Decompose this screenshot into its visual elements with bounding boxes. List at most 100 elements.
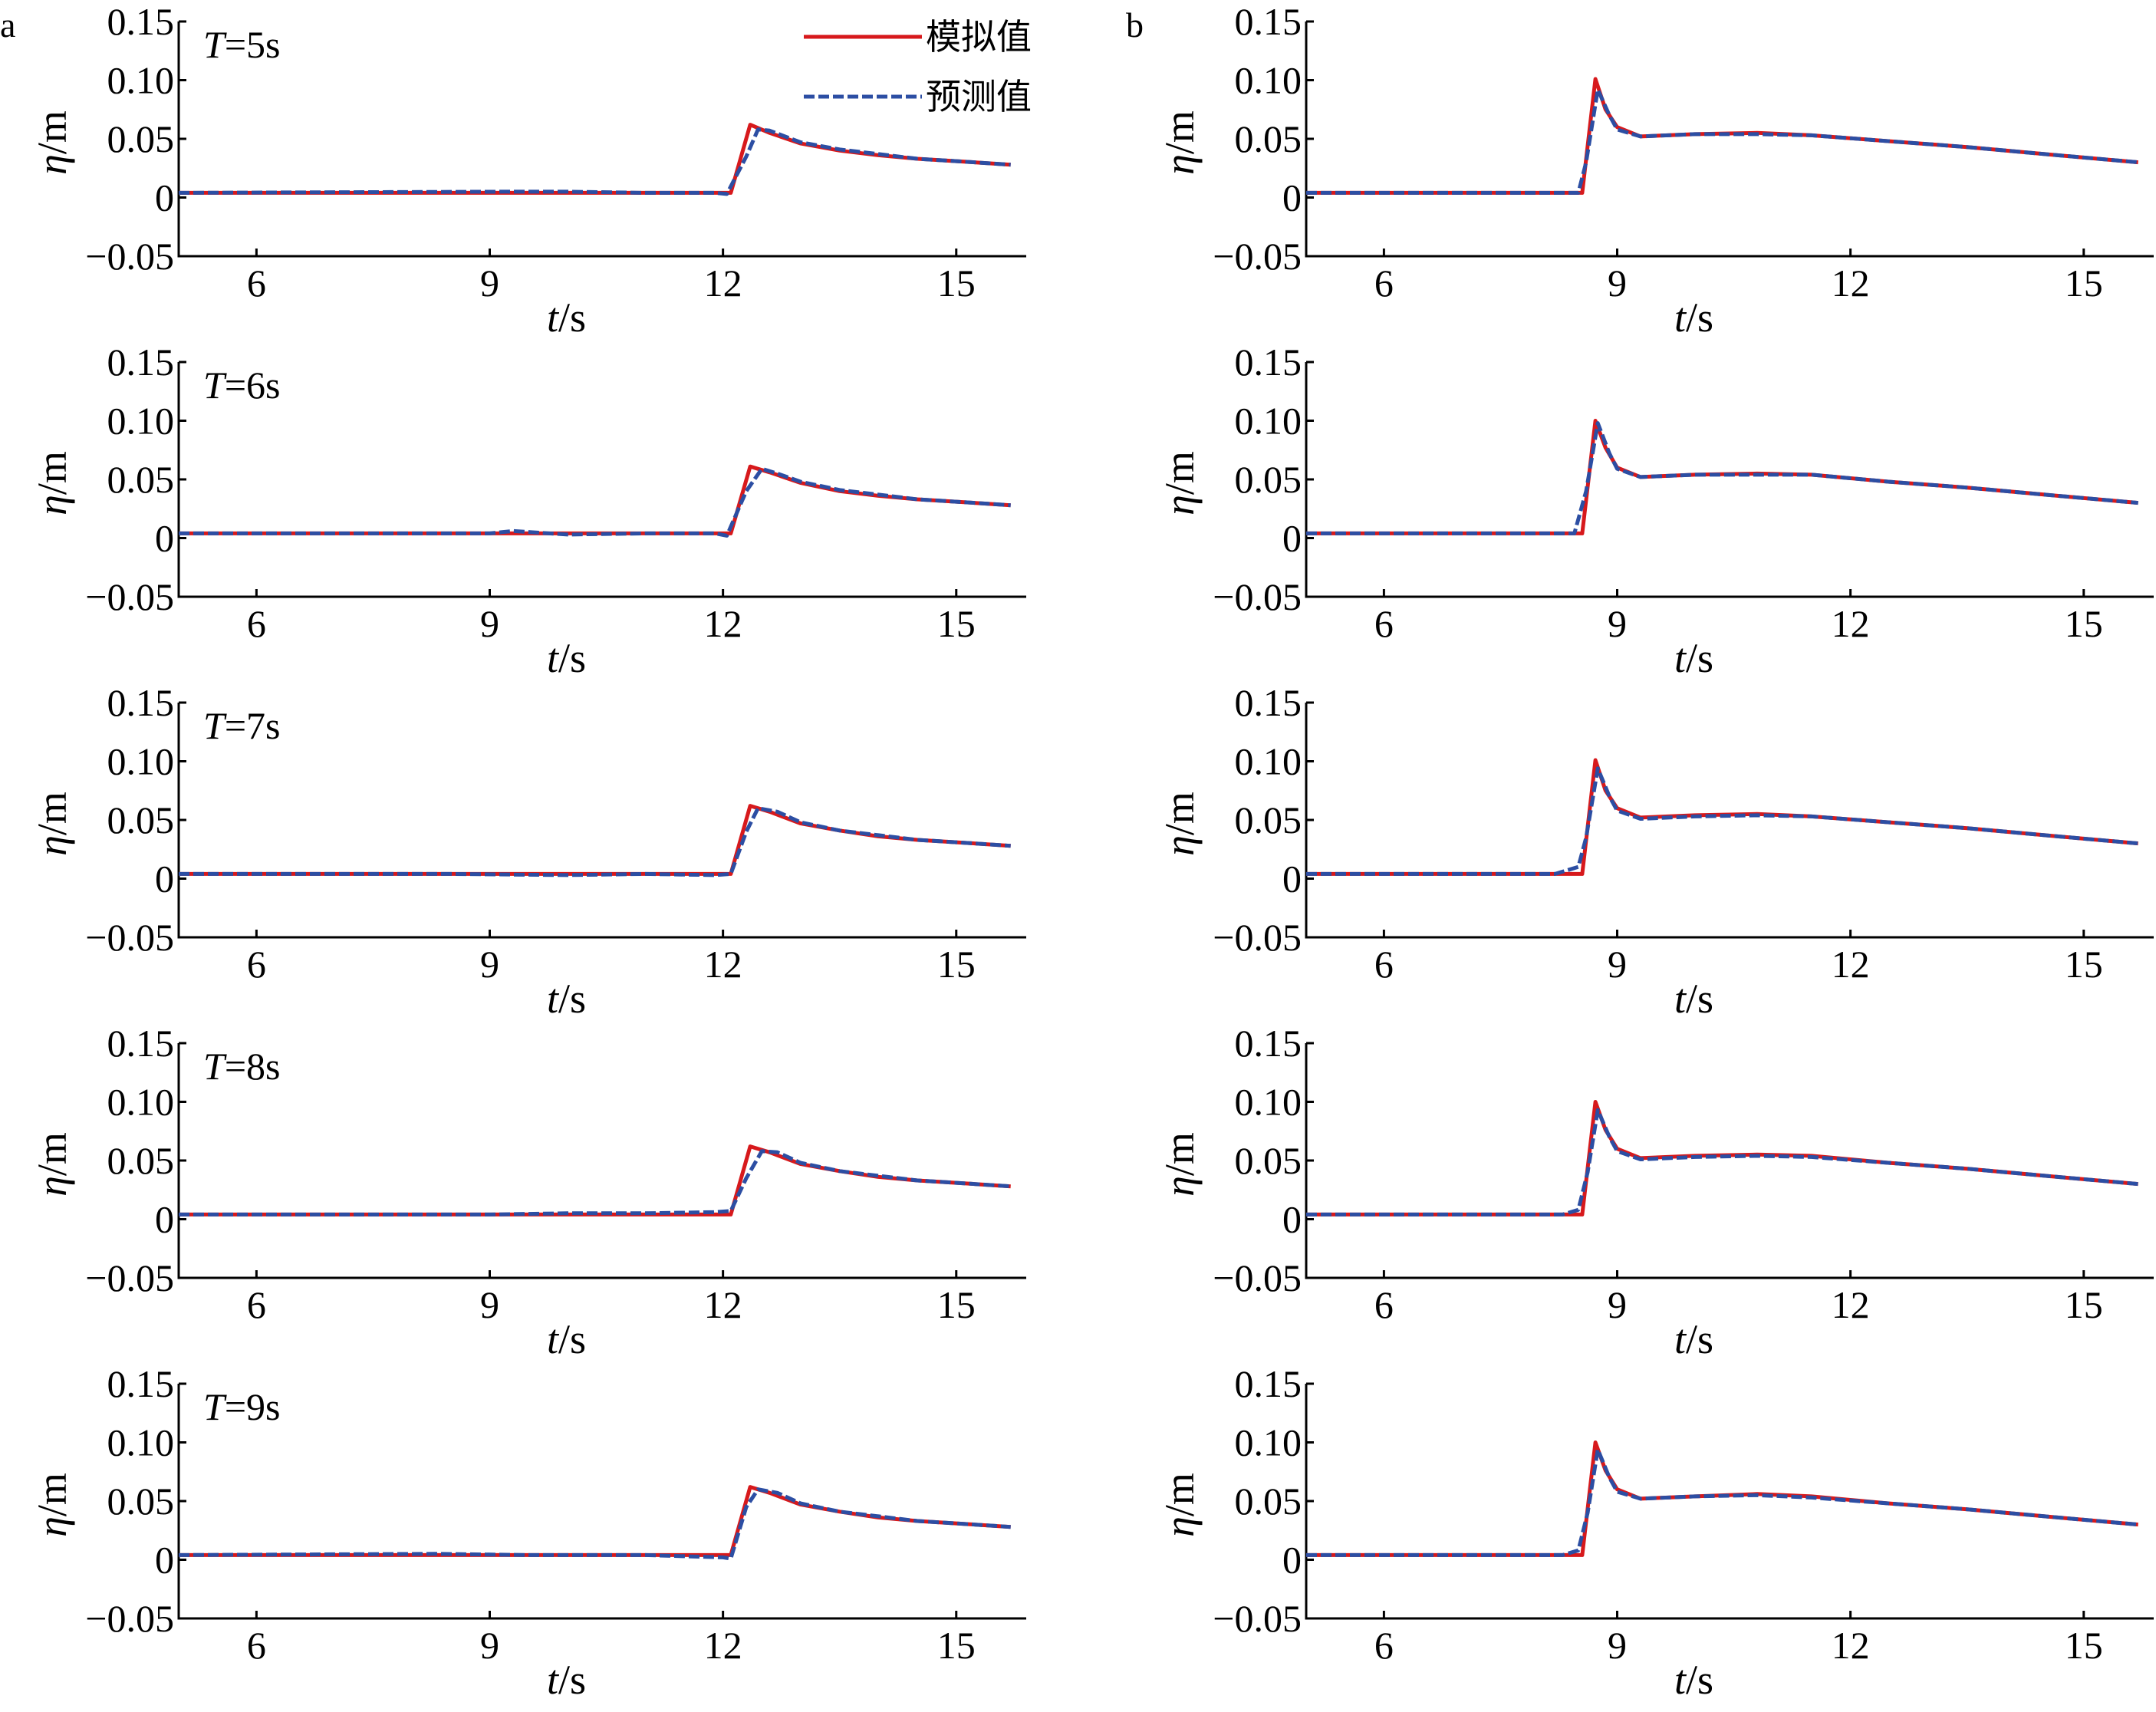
- period-annotation: T=8s: [203, 1045, 280, 1088]
- y-axis-label: η/m: [1157, 1132, 1203, 1197]
- subplot-b-1: −0.05 0 0.05 0.10 0.15 6 9 12 15 t/s η/m: [1157, 0, 2154, 341]
- y-tick-label: 0.10: [107, 740, 175, 783]
- y-tick-label: 0: [1282, 1198, 1302, 1241]
- x-tick-label: 15: [2065, 262, 2103, 305]
- y-tick-label: −0.05: [85, 1597, 174, 1640]
- y-tick-label: −0.05: [1213, 916, 1302, 959]
- x-tick-label: 6: [1374, 943, 1394, 986]
- series-predicted-line: [179, 1149, 1011, 1217]
- y-tick-label: 0.15: [1235, 1362, 1302, 1405]
- y-tick-label: 0: [155, 176, 174, 219]
- x-tick-label: 12: [704, 1283, 742, 1326]
- y-tick-label: 0.15: [107, 1022, 175, 1065]
- y-axis-label: η/m: [1157, 451, 1203, 515]
- series-predicted-line: [179, 466, 1011, 538]
- axes-frame: [177, 1384, 1026, 1620]
- x-tick-label: 9: [1608, 1283, 1627, 1326]
- y-tick-label: −0.05: [1213, 1256, 1302, 1299]
- x-tick-label: 15: [2065, 1624, 2103, 1667]
- y-tick-label: 0.15: [1235, 681, 1302, 724]
- y-tick-label: 0.05: [107, 458, 175, 501]
- subplot-a-2: −0.05 0 0.05 0.10 0.15 6 9 12 15 t/s η/m T=6s: [29, 341, 1026, 681]
- y-tick-label: −0.05: [1213, 575, 1302, 618]
- x-tick-label: 12: [1832, 1624, 1870, 1667]
- y-axis-label: η/m: [29, 792, 75, 856]
- y-axis-label: η/m: [29, 1132, 75, 1197]
- x-tick-label: 12: [704, 1624, 742, 1667]
- y-tick-label: 0: [1282, 1539, 1302, 1582]
- x-tick-label: 9: [480, 1624, 499, 1667]
- x-tick-label: 6: [1374, 262, 1394, 305]
- y-tick-label: 0.10: [1235, 400, 1302, 443]
- x-tick-label: 9: [1608, 602, 1627, 645]
- axes-frame: [1305, 362, 2154, 598]
- series-simulated-line: [179, 464, 1011, 535]
- y-tick-label: 0.05: [107, 1139, 175, 1182]
- series-predicted-line: [179, 806, 1011, 877]
- y-tick-label: 0: [155, 1198, 174, 1241]
- series-simulated-line: [179, 123, 1011, 195]
- y-axis-label: η/m: [29, 451, 75, 515]
- x-tick-label: 6: [1374, 1624, 1394, 1667]
- x-tick-label: 9: [480, 1283, 499, 1326]
- x-axis-label: t/s: [547, 976, 586, 1022]
- x-tick-label: 15: [937, 262, 976, 305]
- series-predicted-line: [1306, 1108, 2138, 1217]
- y-tick-label: 0: [1282, 517, 1302, 560]
- subplot-b-3: −0.05 0 0.05 0.10 0.15 6 9 12 15 t/s η/m: [1157, 681, 2154, 1022]
- axes-frame: [177, 703, 1026, 939]
- y-tick-label: 0.15: [1235, 341, 1302, 384]
- x-tick-label: 12: [704, 602, 742, 645]
- x-tick-label: 12: [1832, 602, 1870, 645]
- axes-frame: [177, 1043, 1026, 1279]
- series-predicted-line: [1306, 87, 2138, 195]
- subplot-grid: −0.05 0 0.05 0.10 0.15 6 9 12 15 t/s η/m T=5s −0.05 0…: [29, 0, 2154, 1703]
- x-tick-label: 9: [1608, 943, 1627, 986]
- y-tick-label: 0.15: [107, 341, 175, 384]
- period-annotation: T=9s: [203, 1385, 280, 1428]
- series-simulated-line: [179, 1485, 1011, 1557]
- x-tick-label: 15: [937, 602, 976, 645]
- y-axis-label: η/m: [29, 1473, 75, 1537]
- y-tick-label: −0.05: [85, 575, 174, 618]
- series-simulated-line: [179, 1144, 1011, 1217]
- subplot-a-4: −0.05 0 0.05 0.10 0.15 6 9 12 15 t/s η/m T=8s: [29, 1022, 1026, 1362]
- y-tick-label: 0.10: [1235, 1081, 1302, 1124]
- y-tick-label: 0.05: [1235, 1480, 1302, 1523]
- x-axis-label: t/s: [1674, 1316, 1713, 1362]
- series-predicted-line: [1306, 766, 2138, 876]
- y-tick-label: 0.10: [107, 400, 175, 443]
- x-tick-label: 9: [1608, 1624, 1627, 1667]
- y-tick-label: 0.05: [107, 117, 175, 160]
- x-tick-label: 9: [480, 602, 499, 645]
- y-tick-label: 0.15: [107, 681, 175, 724]
- y-tick-label: 0.15: [1235, 0, 1302, 43]
- x-axis-label: t/s: [547, 1657, 586, 1703]
- x-tick-label: 6: [1374, 602, 1394, 645]
- y-tick-label: 0.10: [1235, 59, 1302, 102]
- axes-frame: [1305, 1043, 2154, 1279]
- y-tick-label: 0: [155, 1539, 174, 1582]
- x-axis-label: t/s: [547, 635, 586, 681]
- x-axis-label: t/s: [547, 1316, 586, 1362]
- x-tick-label: 9: [480, 943, 499, 986]
- period-annotation: T=5s: [203, 23, 280, 66]
- x-tick-label: 12: [1832, 262, 1870, 305]
- y-tick-label: 0.05: [107, 1480, 175, 1523]
- x-tick-label: 15: [937, 1624, 976, 1667]
- x-tick-label: 9: [480, 262, 499, 305]
- y-axis-label: η/m: [29, 110, 75, 175]
- panel-label-b: b: [1126, 5, 1144, 44]
- x-tick-label: 6: [1374, 1283, 1394, 1326]
- subplot-b-5: −0.05 0 0.05 0.10 0.15 6 9 12 15 t/s η/m: [1157, 1362, 2154, 1703]
- x-tick-label: 9: [1608, 262, 1627, 305]
- x-tick-label: 12: [1832, 943, 1870, 986]
- y-axis-label: η/m: [1157, 110, 1203, 175]
- y-tick-label: 0.05: [107, 798, 175, 841]
- y-tick-label: 0.15: [1235, 1022, 1302, 1065]
- y-tick-label: 0.10: [1235, 1421, 1302, 1464]
- x-tick-label: 6: [247, 1624, 266, 1667]
- x-tick-label: 12: [704, 943, 742, 986]
